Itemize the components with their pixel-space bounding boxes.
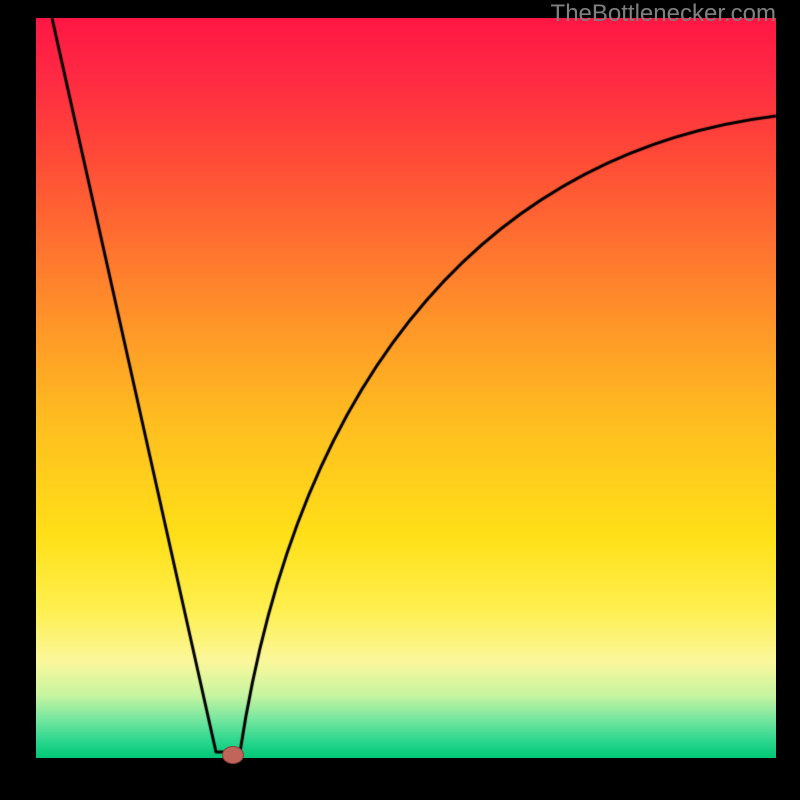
chart-stage: TheBottlenecker.com: [0, 0, 800, 800]
optimal-point-marker: [222, 746, 244, 764]
watermark-text: TheBottlenecker.com: [551, 0, 776, 28]
bottleneck-curve: [0, 0, 800, 800]
